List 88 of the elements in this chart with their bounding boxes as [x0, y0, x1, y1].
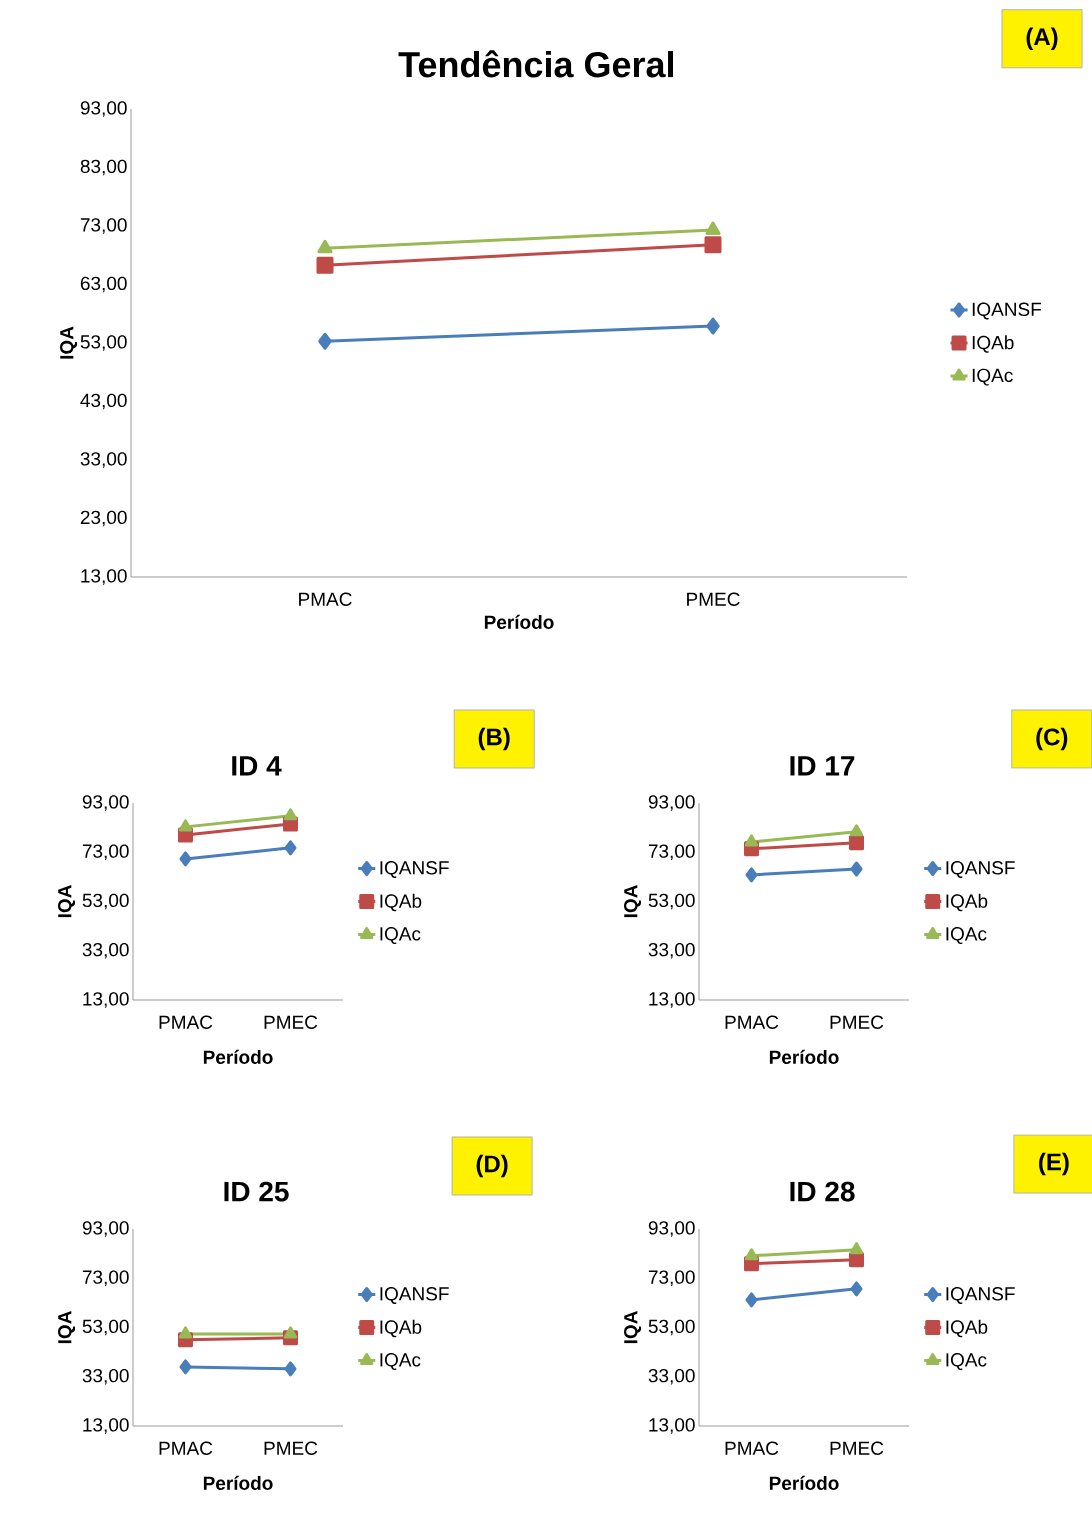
y-tick-label: 33,00 [82, 1368, 129, 1385]
chart-title: ID 28 [790, 1181, 855, 1202]
x-tick-label: PMEC [264, 1441, 318, 1455]
point [704, 236, 722, 254]
y-tick-label: 13,00 [83, 992, 129, 1008]
y-tick-label: 73,00 [80, 218, 127, 234]
x-axis-title: Período [769, 1049, 839, 1064]
text: (B) [478, 727, 510, 751]
y-tick-label: 33,00 [82, 942, 129, 959]
legend-label: IQAc [946, 927, 987, 944]
y-tick-label: 53,00 [80, 335, 127, 351]
y-tick-label: 53,00 [648, 1319, 695, 1336]
y-tick-label: 13,00 [649, 992, 695, 1008]
legend-label: IQANSF [946, 1287, 1015, 1304]
text: (D) [476, 1154, 508, 1178]
y-tick-label: 63,00 [80, 276, 127, 293]
legend-label: IQAb [972, 335, 1014, 353]
point [849, 1252, 864, 1268]
y-tick-label: 93,00 [648, 1221, 695, 1237]
legend-label: IQAb [380, 1319, 422, 1338]
point [316, 256, 334, 274]
chart-title: ID 4 [232, 756, 282, 776]
y-axis-title: IQA [624, 885, 642, 918]
y-tick-label: 53,00 [648, 893, 695, 910]
point [850, 1281, 863, 1297]
y-axis-title: IQA [58, 1311, 76, 1344]
x-axis-title: Período [484, 614, 554, 629]
legend-label: IQAc [946, 1353, 987, 1370]
x-axis-title: Período [769, 1475, 839, 1490]
x-tick-label: PMAC [725, 1015, 779, 1029]
y-tick-label: 93,00 [82, 795, 129, 811]
y-tick-label: 53,00 [82, 893, 129, 910]
y-tick-label: 73,00 [82, 844, 129, 861]
y-tick-label: 83,00 [80, 159, 127, 176]
chart-title: ID 25 [224, 1181, 289, 1202]
y-tick-label: 33,00 [80, 452, 127, 468]
point [179, 1359, 192, 1375]
legend-label: IQANSF [972, 302, 1042, 320]
y-axis-title: IQA [624, 1311, 642, 1344]
y-tick-label: 53,00 [82, 1319, 129, 1336]
legend-label: IQAb [946, 893, 988, 912]
point [849, 835, 864, 851]
legend-label: IQAb [946, 1319, 988, 1338]
x-tick-label: PMEC [264, 1015, 318, 1029]
x-tick-label: PMAC [299, 592, 352, 606]
text: (C) [1036, 727, 1068, 751]
x-tick-label: PMAC [159, 1441, 213, 1455]
y-tick-label: 73,00 [648, 1270, 695, 1287]
legend-label: IQAc [380, 927, 421, 944]
point [745, 867, 758, 883]
x-axis-title: Período [203, 1049, 273, 1064]
text: (A) [1026, 27, 1058, 50]
y-tick-label: 13,00 [81, 569, 127, 585]
point [284, 1361, 297, 1377]
chart-title: Tendência Geral [398, 50, 673, 78]
point [284, 840, 297, 856]
point [745, 1292, 758, 1308]
y-tick-label: 33,00 [648, 1368, 695, 1385]
y-tick-label: 73,00 [82, 1270, 129, 1287]
y-tick-label: 93,00 [648, 795, 695, 811]
legend-label: IQANSF [380, 1287, 449, 1304]
point [706, 317, 720, 335]
legend-label: IQAc [380, 1353, 421, 1370]
legend-label: IQANSF [380, 861, 449, 878]
y-tick-label: 73,00 [648, 844, 695, 861]
y-tick-label: 33,00 [648, 942, 695, 959]
y-axis-title: IQA [58, 885, 76, 918]
x-tick-label: PMEC [687, 592, 740, 606]
point [318, 332, 332, 350]
x-axis-title: Período [203, 1475, 273, 1490]
y-tick-label: 93,00 [80, 101, 127, 117]
x-tick-label: PMAC [725, 1441, 779, 1455]
point [179, 851, 192, 867]
y-tick-label: 23,00 [80, 510, 127, 527]
x-tick-label: PMAC [159, 1015, 213, 1029]
legend-label: IQANSF [946, 861, 1015, 878]
y-tick-label: 43,00 [80, 393, 127, 410]
legend-label: IQAb [380, 893, 422, 912]
x-tick-label: PMEC [830, 1441, 884, 1455]
x-tick-label: PMEC [830, 1015, 884, 1029]
y-tick-label: 13,00 [649, 1418, 695, 1434]
text: (E) [1039, 1152, 1069, 1176]
y-axis-title: IQA [60, 326, 78, 359]
point [850, 861, 863, 877]
chart-title: ID 17 [790, 756, 855, 776]
legend-label: IQAc [972, 368, 1013, 386]
y-tick-label: 93,00 [82, 1221, 129, 1237]
y-tick-label: 13,00 [83, 1418, 129, 1434]
